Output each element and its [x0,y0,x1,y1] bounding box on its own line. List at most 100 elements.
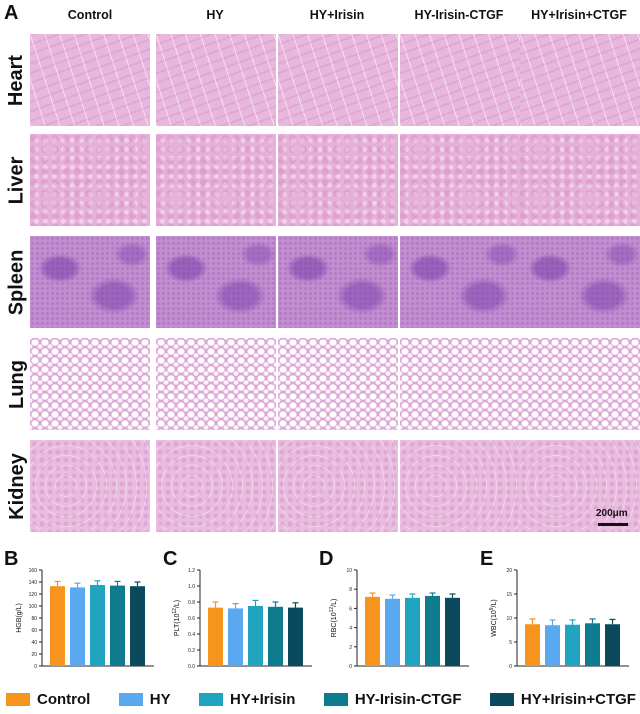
chart-rbc: 0 2 4 6 8 10 RBC(1012/L) [323,562,473,674]
y-tick-label: 2 [349,645,352,651]
y-tick-label: 0.4 [188,632,195,638]
chart-hgb: 0 20 40 60 80 100 120 140 160 HGB(g/L) [8,562,158,674]
bar-2 [70,587,85,666]
y-tick-label: 60 [31,628,37,634]
legend-item-control: Control [6,691,90,708]
bar-5 [445,597,460,666]
legend-item-hy: HY [118,690,171,708]
y-tick-label: 100 [29,604,38,610]
row-label-liver: Liver [5,156,28,204]
y-tick-label: 5 [509,640,512,646]
column-header-hy-irisin: HY+Irisin [309,8,365,22]
y-tick-label: 0.2 [188,648,195,654]
bar-3 [405,597,420,666]
histology-image-spleen-1 [30,236,150,328]
legend-item-hy-irisin: HY+Irisin [198,691,295,708]
panel-label-b: B [4,548,19,570]
bar-4 [425,595,440,666]
histology-image-liver-1 [30,134,150,226]
histology-image-lung-5 [520,338,640,430]
y-tick-label: 20 [31,652,37,658]
row-label-heart: Heart [5,54,28,106]
bar-3 [248,606,263,666]
histology-image-liver-3 [278,134,398,226]
bar-1 [208,607,223,666]
y-axis-label: HGB(g/L) [16,603,23,633]
histology-image-spleen-4 [400,236,520,328]
histology-image-heart-1 [30,34,150,126]
histology-image-lung-4 [400,338,520,430]
histology-image-kidney-3 [278,440,398,532]
legend-swatch [118,692,143,706]
y-tick-label: 0.8 [188,600,195,606]
legend-item-hy-irisin-plus-ctgf: HY+Irisin+CTGF [489,691,636,708]
histology-image-lung-1 [30,338,150,430]
bar-1 [525,624,540,666]
bar-1 [50,586,65,666]
column-header-hy-irisin-ctgf: HY-Irisin-CTGF [414,8,504,22]
y-tick-label: 80 [31,616,37,622]
histology-image-kidney-2 [156,440,276,532]
histology-image-kidney-5 [520,440,640,532]
y-tick-label: 10 [346,568,352,574]
panel-label-d: D [319,548,334,570]
column-header-hy-irisin-plus-ctgf: HY+Irisin+CTGF [531,8,627,22]
y-tick-label: 0.0 [188,664,195,670]
legend-swatch [6,692,30,706]
legend-label: Control [37,690,91,708]
histology-image-liver-4 [400,134,520,226]
legend-label: HY [149,690,171,708]
bar-2 [385,598,400,666]
bar-4 [110,585,125,666]
column-header-hy: HY [206,8,224,22]
legend-swatch [323,692,348,706]
row-label-spleen: Spleen [5,249,28,315]
histology-image-spleen-3 [278,236,398,328]
y-tick-label: 0 [34,664,37,670]
chart-wbc: 0 5 10 15 20 WBC(109/L) [483,562,633,674]
y-tick-label: 15 [506,592,512,598]
bar-2 [545,625,560,666]
y-axis-label: WBC(109/L) [489,599,498,636]
histology-image-kidney-1 [30,440,150,532]
y-tick-label: 0 [349,664,352,670]
histology-image-spleen-5 [520,236,640,328]
y-tick-label: 1.2 [188,568,195,574]
y-tick-label: 10 [506,616,512,622]
y-tick-label: 0.6 [188,616,195,622]
histology-image-liver-2 [156,134,276,226]
bar-5 [288,607,303,666]
legend: Control HY HY+Irisin HY-Irisin-CTGF HY+I… [6,686,636,712]
y-tick-label: 4 [349,626,352,632]
histology-image-heart-3 [278,34,398,126]
legend-swatch [198,692,223,706]
bar-1 [365,596,380,666]
histology-image-heart-4 [400,34,520,126]
histology-image-spleen-2 [156,236,276,328]
legend-item-hy-irisin-ctgf: HY-Irisin-CTGF [323,690,462,708]
chart-plt: 0.0 0.2 0.4 0.6 0.8 1.0 1.2 PLT(1012/L) [166,562,316,674]
y-axis-label: PLT(1012/L) [172,600,181,636]
histology-image-liver-5 [520,134,640,226]
bar-5 [130,586,145,666]
panel-label-a: A [4,2,19,24]
histology-image-lung-3 [278,338,398,430]
bar-2 [228,608,243,666]
column-header-control: Control [67,8,113,22]
y-tick-label: 6 [349,606,352,612]
row-label-lung: Lung [5,359,28,409]
scale-bar-label: 200μm [596,508,628,519]
bar-4 [268,606,283,666]
bar-3 [90,585,105,666]
legend-label: HY-Irisin-CTGF [354,690,462,708]
bar-3 [565,624,580,666]
legend-swatch [489,692,514,706]
y-tick-label: 120 [29,592,38,598]
bar-5 [605,624,620,666]
y-tick-label: 140 [29,580,38,586]
histology-image-heart-5 [520,34,640,126]
y-tick-label: 40 [31,640,37,646]
y-tick-label: 20 [506,568,512,574]
bar-4 [585,623,600,666]
histology-image-kidney-4 [400,440,520,532]
